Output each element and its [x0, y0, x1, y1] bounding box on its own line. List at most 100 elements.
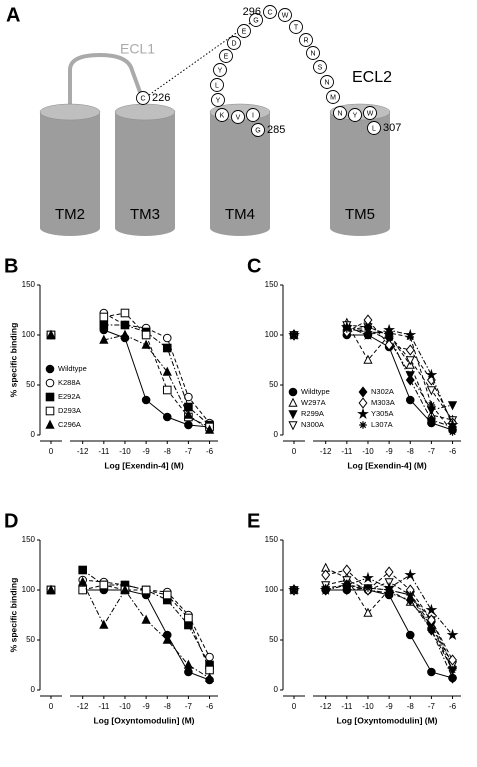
panel-label: E — [247, 510, 260, 532]
x-tick-label: -11 — [98, 447, 110, 456]
y-tick-label: 50 — [269, 380, 278, 389]
residue-letter: M — [330, 94, 336, 101]
data-point — [141, 614, 151, 624]
data-point — [162, 634, 172, 644]
legend-marker — [288, 421, 298, 431]
data-point — [120, 329, 130, 339]
legend-marker — [288, 410, 298, 420]
data-point — [321, 584, 330, 592]
residue — [326, 90, 340, 104]
y-tick-label: 0 — [31, 685, 36, 694]
legend-label: N302A — [371, 387, 394, 396]
data-point — [162, 366, 172, 376]
data-point — [78, 576, 88, 586]
series-line — [103, 329, 210, 428]
x-tick-label: -7 — [428, 447, 436, 456]
data-point — [427, 401, 436, 409]
y-tick-label: 50 — [269, 635, 278, 644]
y-tick-label: 150 — [22, 535, 36, 544]
x-tick-label: -12 — [320, 702, 332, 711]
x-tick-label: -9 — [143, 702, 151, 711]
data-point — [184, 392, 193, 402]
residue-number: 285 — [267, 124, 285, 136]
x-tick-label: -9 — [386, 447, 394, 456]
residue — [363, 106, 377, 120]
data-point — [204, 672, 215, 682]
data-point — [406, 591, 415, 599]
residue — [219, 49, 233, 63]
residue — [320, 75, 334, 89]
helix-label: TM3 — [130, 206, 160, 223]
data-point — [362, 571, 374, 584]
data-point — [343, 581, 351, 589]
residue-letter: W — [282, 12, 289, 19]
residue — [213, 63, 227, 77]
data-point — [46, 329, 56, 339]
data-point — [120, 308, 130, 318]
x-tick-label: -10 — [119, 447, 131, 456]
residue — [299, 33, 313, 47]
data-point — [184, 667, 193, 677]
y-tick-label: 150 — [265, 280, 279, 289]
residue-letter: R — [303, 37, 308, 44]
residue-letter: L — [372, 125, 376, 132]
data-point — [290, 331, 298, 339]
panel-label: B — [4, 255, 18, 277]
data-point — [405, 344, 415, 356]
data-point — [405, 630, 415, 640]
x-tick-label: -6 — [449, 447, 457, 456]
x-tick-label: -11 — [341, 447, 353, 456]
residue — [210, 78, 224, 92]
residue-letter: N — [324, 79, 329, 86]
data-point — [406, 333, 415, 341]
legend-label: C296A — [58, 420, 81, 429]
residue-number: 307 — [383, 122, 401, 134]
data-point — [427, 626, 436, 634]
data-point — [162, 343, 172, 353]
x-tick-label: -8 — [407, 447, 415, 456]
legend-marker — [288, 387, 298, 397]
legend-label: D293A — [58, 406, 81, 415]
data-point — [384, 339, 394, 351]
legend-marker — [45, 392, 55, 402]
legend-label: Wildtype — [58, 364, 87, 373]
ecl1-label: ECL1 — [120, 41, 155, 57]
data-point — [363, 607, 373, 617]
data-point — [427, 667, 436, 677]
legend-label: Y305A — [371, 409, 394, 418]
data-point — [446, 628, 459, 641]
legend-marker — [45, 364, 55, 374]
data-point — [141, 395, 151, 405]
data-point — [404, 568, 417, 581]
data-point — [321, 569, 331, 581]
residue — [237, 24, 251, 38]
residue — [215, 108, 229, 122]
data-point — [99, 334, 109, 344]
residue — [348, 108, 362, 122]
helix-top — [114, 103, 176, 121]
legend-marker — [45, 419, 55, 429]
residue-letter: T — [294, 24, 299, 31]
x-tick-label: 0 — [49, 702, 54, 711]
data-point — [426, 614, 436, 626]
ecl2-label: ECL2 — [352, 69, 392, 86]
helix-body — [210, 112, 270, 236]
data-point — [184, 420, 193, 430]
series-line — [346, 319, 453, 424]
legend-label: N300A — [301, 420, 324, 429]
legend-marker — [288, 397, 298, 407]
residue-letter: V — [236, 114, 241, 121]
data-point — [425, 368, 438, 381]
residue-letter: G — [255, 127, 260, 134]
data-point — [205, 652, 214, 662]
residue-letter: N — [337, 110, 342, 117]
legend-label: M303A — [371, 398, 395, 407]
y-axis-title: % specific binding — [8, 323, 18, 398]
y-tick-label: 100 — [265, 585, 279, 594]
x-tick-label: 0 — [292, 447, 297, 456]
legend-marker — [357, 407, 369, 420]
data-point — [426, 414, 436, 426]
data-point — [385, 586, 393, 594]
residue-letter: W — [367, 110, 374, 117]
